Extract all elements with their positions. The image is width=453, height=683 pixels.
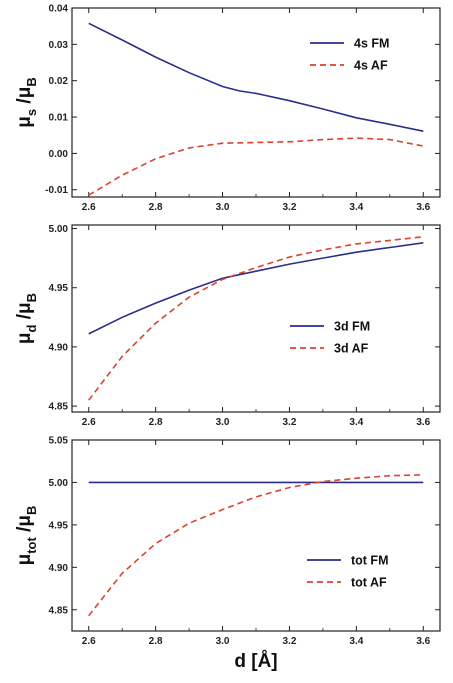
x-tick-label: 3.2 <box>283 417 297 428</box>
panel-3: 2.6 2.8 3.0 3.2 3.4 3.64.854.904.955.005.05μt… <box>14 436 441 672</box>
x-tick-label: 3.6 <box>416 636 430 647</box>
x-tick-label: 3.4 <box>349 636 363 647</box>
y-tick-label: 4.85 <box>49 402 69 413</box>
x-tick-label: 3.4 <box>349 202 363 213</box>
y-axis-label: μtot /μB <box>14 506 39 566</box>
x-tick-label: 3.0 <box>216 417 230 428</box>
y-label-ylabel_den_sub: B <box>24 506 39 515</box>
x-tick-label: 3.4 <box>349 417 363 428</box>
y-label-ylabel_den_main: μ <box>14 302 35 314</box>
y-tick-label: 5.00 <box>49 224 69 235</box>
x-tick-label: 2.6 <box>82 417 96 428</box>
x-tick-label: 3.6 <box>416 202 430 213</box>
panel-1: 2.6 2.8 3.0 3.2 3.4 3.6 -0.01 0.00 0.01 0.02 0.03 0… <box>14 4 441 213</box>
y-label-ylabel_main: μ <box>14 332 35 344</box>
y-label-ylabel_den_sub: B <box>24 293 39 302</box>
y-tick-label: 4.90 <box>49 563 69 574</box>
x-axis-label: d [Å] <box>234 651 277 672</box>
y-label-ylabel_den_main: μ <box>14 515 35 527</box>
x-tick-label: 2.8 <box>149 636 163 647</box>
y-label-ylabel_sub: tot <box>24 537 39 554</box>
x-tick-label: 2.8 <box>149 417 163 428</box>
y-tick-label: 0.02 <box>49 76 69 87</box>
y-tick-label: 4.85 <box>49 605 69 616</box>
x-tick-label: 2.6 <box>82 202 96 213</box>
y-label-ylabel_main: μ <box>14 116 35 128</box>
legend-label: 4s AF <box>354 59 388 73</box>
legend-label: 3d AF <box>334 342 369 356</box>
series-line-fm <box>88 22 424 132</box>
x-tick-label: 3.6 <box>416 417 430 428</box>
x-tick-label: 2.8 <box>149 202 163 213</box>
y-axis-label: μd /μB <box>14 293 39 344</box>
y-label-ylabel_sub: d <box>24 324 39 332</box>
y-tick-label: 0.00 <box>49 149 69 160</box>
y-tick-label: 5.05 <box>49 436 69 447</box>
y-tick-label: 4.90 <box>49 342 69 353</box>
y-tick-label: 4.95 <box>49 520 69 531</box>
y-label-ylabel_den_sub: B <box>24 77 39 86</box>
series-line-af <box>88 236 424 401</box>
y-tick-label: 4.95 <box>49 283 69 294</box>
legend-label: 4s FM <box>354 37 389 51</box>
series-line-af <box>88 137 424 196</box>
series-line-fm <box>88 242 424 335</box>
y-tick-label: 0.01 <box>49 113 69 124</box>
plot-frame <box>71 439 441 632</box>
x-tick-label: 2.6 <box>82 636 96 647</box>
y-label-ylabel_den_main: μ <box>14 87 35 99</box>
y-label-ylabel_sub: s <box>24 109 39 116</box>
y-label-ylabel_main: μ <box>14 554 35 566</box>
legend-label: tot AF <box>351 576 387 590</box>
y-tick-label: 5.00 <box>49 478 69 489</box>
y-tick-label: 0.04 <box>49 4 69 15</box>
plot-frame <box>71 224 441 413</box>
y-label-slash: / <box>14 313 35 324</box>
series-line-af <box>88 474 424 617</box>
y-label-slash: / <box>14 98 35 109</box>
x-tick-label: 3.0 <box>216 636 230 647</box>
legend-label: tot FM <box>351 554 388 568</box>
y-tick-label: 0.03 <box>49 40 69 51</box>
x-tick-label: 3.2 <box>283 636 297 647</box>
y-label-slash: / <box>14 526 35 537</box>
legend-label: 3d FM <box>334 320 370 334</box>
x-tick-label: 3.2 <box>283 202 297 213</box>
y-tick-label: -0.01 <box>45 185 68 196</box>
x-tick-label: 3.0 <box>216 202 230 213</box>
y-axis-label: μs /μB <box>14 77 39 127</box>
